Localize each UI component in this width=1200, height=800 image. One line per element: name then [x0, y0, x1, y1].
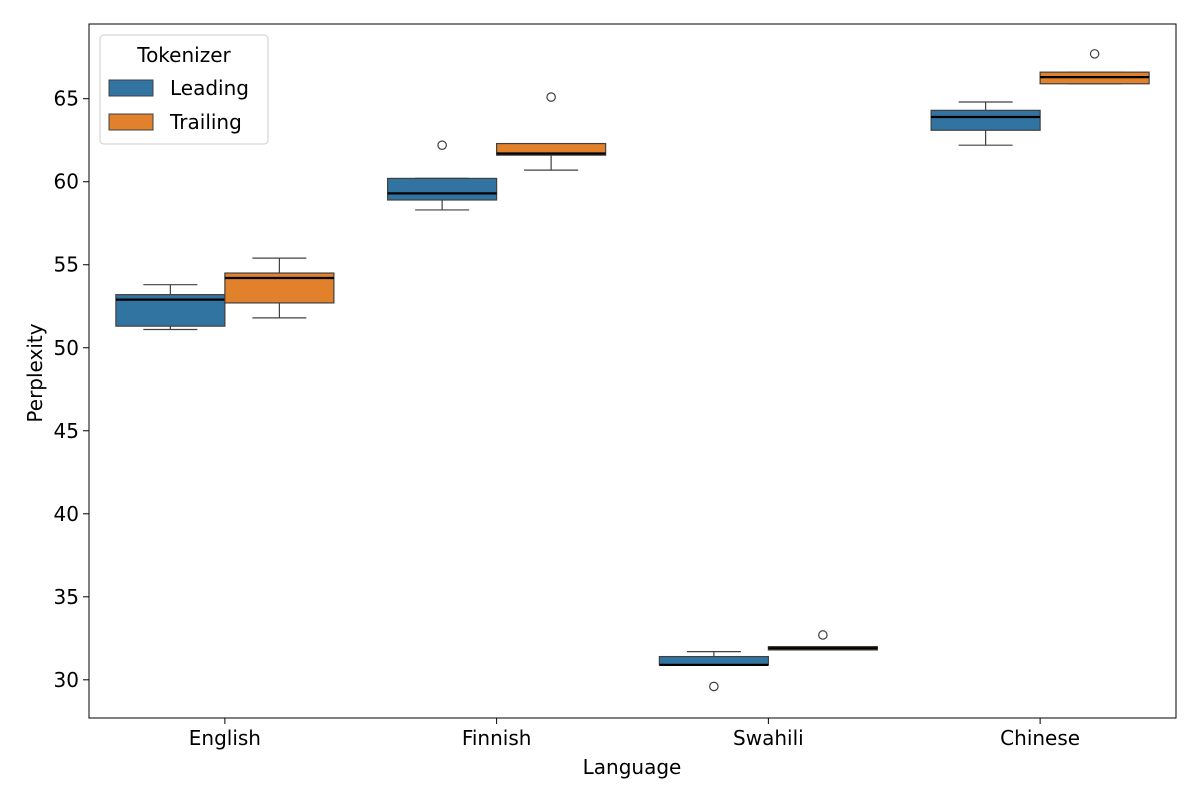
legend-swatch-trailing: [108, 113, 154, 131]
box-leading-finnish: [387, 140, 498, 211]
y-tick-label: 50: [54, 336, 79, 360]
box-body: [930, 109, 1041, 131]
y-tick-label: 65: [54, 87, 79, 111]
outlier-point: [818, 630, 828, 640]
x-axis-label: Language: [583, 755, 682, 779]
x-tick-label: Chinese: [1000, 726, 1080, 750]
box-body: [387, 177, 498, 201]
box-leading-english: [115, 284, 226, 331]
outlier-point: [1089, 49, 1100, 59]
y-tick-label: 55: [54, 253, 79, 277]
box-trailing-finnish: [496, 92, 607, 171]
x-tick-label: English: [189, 726, 261, 750]
box-leading-chinese: [930, 101, 1041, 146]
box-leading-swahili: [658, 650, 769, 692]
y-tick-label: 35: [54, 585, 79, 609]
y-tick-label: 60: [54, 170, 79, 194]
y-axis-label: Perplexity: [23, 323, 47, 422]
x-tick-label: Swahili: [733, 726, 804, 750]
box-body: [496, 142, 607, 156]
axes: 30 35 40 45 50 55 60 65 English Finnish Swahili Chi…: [54, 23, 1177, 750]
legend-label-trailing: Trailing: [169, 110, 242, 134]
outlier-point: [709, 681, 719, 692]
legend-label-leading: Leading: [170, 76, 249, 100]
x-tick-label: Finnish: [462, 726, 532, 750]
box-trailing-chinese: [1039, 49, 1150, 85]
box-body: [658, 655, 769, 666]
y-tick-label: 40: [54, 502, 79, 526]
plot-area: [115, 49, 1150, 692]
plot-frame: [88, 23, 1177, 719]
legend: Tokenizer Leading Trailing: [99, 34, 269, 145]
box-trailing-english: [224, 257, 335, 319]
box-trailing-swahili: [767, 630, 878, 651]
outlier-point: [546, 92, 556, 102]
legend-title: Tokenizer: [136, 43, 231, 67]
y-tick-label: 30: [54, 668, 79, 692]
y-tick-label: 45: [54, 419, 79, 443]
outlier-point: [437, 140, 447, 151]
legend-swatch-leading: [108, 79, 154, 97]
